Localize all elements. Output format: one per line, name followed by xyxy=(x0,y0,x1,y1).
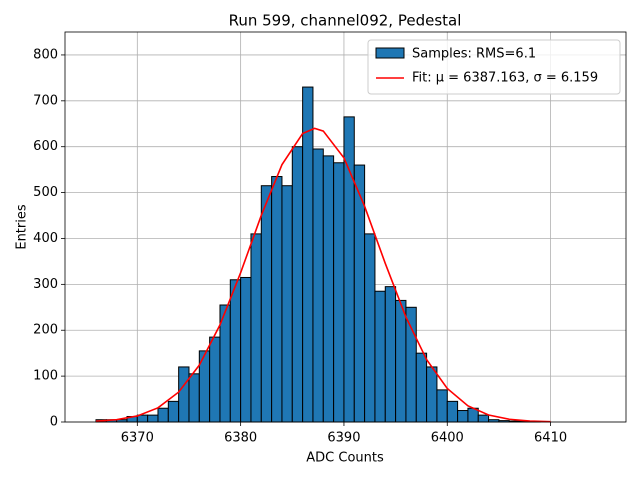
x-tick-label: 6400 xyxy=(431,431,464,446)
bar xyxy=(384,286,397,423)
bar xyxy=(477,414,490,423)
bar xyxy=(250,233,262,423)
bar xyxy=(188,373,200,423)
y-tick-label: 800 xyxy=(33,47,58,62)
bar xyxy=(364,233,376,423)
bar xyxy=(167,400,180,423)
y-tick-label: 300 xyxy=(33,277,58,292)
bar xyxy=(147,414,159,423)
legend-swatch xyxy=(375,47,405,59)
x-tick-label: 6380 xyxy=(224,431,257,446)
x-tick-label: 6370 xyxy=(121,431,154,446)
x-tick-label: 6410 xyxy=(534,431,567,446)
legend-label: Samples: RMS=6.1 xyxy=(412,47,536,62)
bar xyxy=(260,185,273,423)
bar xyxy=(405,306,417,423)
legend-label: Fit: μ = 6387.163, σ = 6.159 xyxy=(412,71,598,86)
x-axis-label: ADC Counts xyxy=(306,451,384,466)
bar xyxy=(322,155,335,423)
bar xyxy=(178,366,190,423)
bar xyxy=(415,352,428,423)
y-tick-label: 0 xyxy=(50,415,58,430)
bar xyxy=(240,276,252,423)
bar xyxy=(426,366,438,423)
fit-line xyxy=(95,127,551,423)
y-tick-label: 400 xyxy=(33,231,58,246)
bar xyxy=(436,389,448,423)
bar xyxy=(457,410,469,423)
bar xyxy=(374,290,386,423)
bar xyxy=(302,86,314,423)
plot-frame xyxy=(64,31,627,423)
legend-box xyxy=(367,39,621,95)
bar xyxy=(229,279,242,423)
bar xyxy=(312,148,324,423)
y-tick-label: 200 xyxy=(33,323,58,338)
y-tick-label: 500 xyxy=(33,185,58,200)
chart-title: Run 599, channel092, Pedestal xyxy=(229,12,462,30)
bar xyxy=(291,146,304,423)
bar xyxy=(333,162,345,423)
bar xyxy=(446,400,459,423)
y-tick-label: 100 xyxy=(33,369,58,384)
x-tick-label: 6390 xyxy=(327,431,360,446)
bar xyxy=(271,176,283,423)
bar xyxy=(209,336,221,423)
y-tick-label: 700 xyxy=(33,93,58,108)
y-axis-label: Entries xyxy=(15,204,30,250)
bar xyxy=(281,185,293,423)
bar xyxy=(157,407,169,423)
y-tick-label: 600 xyxy=(33,139,58,154)
bar xyxy=(395,299,407,423)
